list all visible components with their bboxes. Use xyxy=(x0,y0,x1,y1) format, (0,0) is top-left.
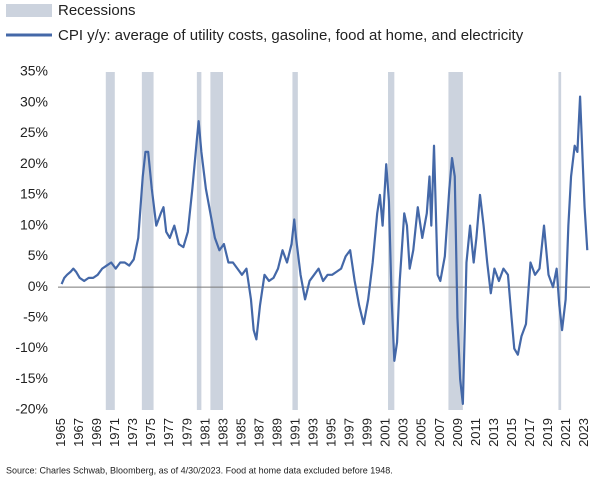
x-tick-label: 1973 xyxy=(125,418,140,447)
x-tick-label: 1993 xyxy=(306,418,321,447)
y-tick-label: 30% xyxy=(20,93,48,109)
x-tick-label: 2021 xyxy=(558,418,573,447)
legend-label: Recessions xyxy=(58,2,136,19)
x-tick-label: 1985 xyxy=(233,418,248,447)
x-tick-label: 1981 xyxy=(197,418,212,447)
y-tick-label: 5% xyxy=(28,247,48,263)
x-tick-label: 2001 xyxy=(378,418,393,447)
x-tick-label: 2023 xyxy=(576,418,591,447)
x-tick-label: 2003 xyxy=(396,418,411,447)
x-tick-label: 1983 xyxy=(215,418,230,447)
y-tick-label: 0% xyxy=(28,278,48,294)
recession-band xyxy=(196,72,202,410)
recession-band xyxy=(558,72,562,410)
legend-swatch xyxy=(6,4,52,17)
x-tick-label: 2019 xyxy=(540,418,555,447)
x-tick-label: 1975 xyxy=(143,418,158,447)
recession-band xyxy=(388,72,395,410)
y-tick-label: -20% xyxy=(15,401,48,417)
x-tick-label: 1987 xyxy=(251,418,266,447)
y-tick-label: 10% xyxy=(20,216,48,232)
y-tick-label: 25% xyxy=(20,124,48,140)
x-tick-label: 2013 xyxy=(486,418,501,447)
x-tick-label: 1989 xyxy=(269,418,284,447)
recession-band xyxy=(292,72,298,410)
x-tick-label: 1969 xyxy=(89,418,104,447)
x-tick-label: 1991 xyxy=(287,418,302,447)
x-tick-label: 1977 xyxy=(161,418,176,447)
x-tick-label: 1995 xyxy=(324,418,339,447)
recession-band xyxy=(141,72,154,410)
recession-band xyxy=(105,72,115,410)
y-tick-label: -15% xyxy=(15,370,48,386)
x-tick-label: 1999 xyxy=(360,418,375,447)
source-note: Source: Charles Schwab, Bloomberg, as of… xyxy=(6,465,393,475)
x-tick-label: 1997 xyxy=(342,418,357,447)
y-tick-label: 20% xyxy=(20,155,48,171)
x-tick-label: 2011 xyxy=(468,418,483,446)
x-tick-label: 2017 xyxy=(522,418,537,447)
x-tick-label: 2009 xyxy=(450,418,465,447)
x-tick-label: 1979 xyxy=(179,418,194,447)
data-line xyxy=(60,95,589,405)
y-tick-label: -10% xyxy=(15,339,48,355)
x-tick-label: 2015 xyxy=(504,418,519,447)
y-tick-label: 35% xyxy=(20,63,48,79)
y-tick-label: -5% xyxy=(23,309,48,325)
x-tick-label: 2005 xyxy=(414,418,429,447)
x-tick-label: 1965 xyxy=(53,418,68,447)
x-tick-label: 2007 xyxy=(432,418,447,447)
x-tick-label: 1967 xyxy=(71,418,86,447)
x-tick-label: 1971 xyxy=(107,418,122,447)
legend-label: CPI y/y: average of utility costs, gasol… xyxy=(58,27,524,44)
y-tick-label: 15% xyxy=(20,186,48,202)
